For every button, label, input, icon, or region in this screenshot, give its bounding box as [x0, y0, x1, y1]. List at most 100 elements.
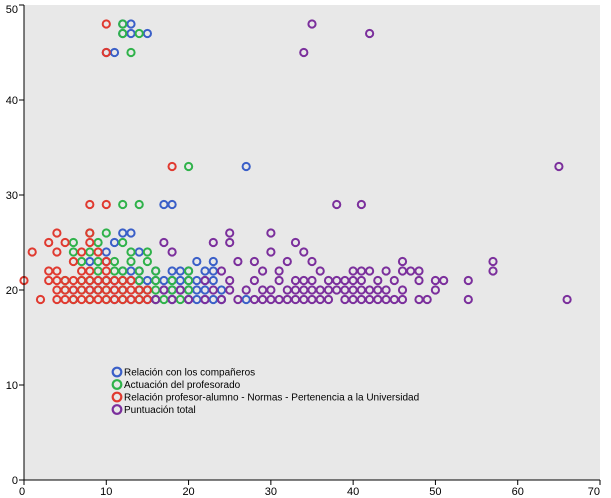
data-point [167, 275, 177, 286]
data-point [85, 294, 95, 305]
data-point [422, 294, 432, 305]
data-point [208, 256, 218, 267]
data-point [101, 266, 111, 276]
data-point [134, 28, 144, 39]
data-point [225, 228, 235, 238]
data-point [68, 237, 79, 248]
data-point [159, 285, 169, 295]
data-point [340, 294, 350, 305]
data-point [77, 294, 87, 305]
x-tick-label: 10 [100, 486, 112, 498]
data-point [134, 266, 144, 276]
data-point [85, 266, 95, 276]
data-point [118, 275, 128, 286]
data-point [233, 294, 243, 305]
data-point [282, 256, 292, 267]
data-point [299, 247, 309, 257]
data-point [142, 285, 152, 295]
data-point [101, 256, 111, 267]
data-points [19, 19, 572, 305]
y-tick-label: 10 [6, 380, 18, 392]
data-point [52, 266, 62, 276]
data-point [27, 247, 37, 257]
data-point [266, 294, 276, 305]
data-point [373, 275, 383, 286]
data-point [290, 294, 301, 305]
data-point [307, 256, 317, 267]
data-point [258, 266, 268, 276]
data-point [151, 275, 161, 286]
data-point [101, 19, 111, 29]
data-point [414, 275, 424, 286]
data-point [167, 266, 177, 276]
data-point [258, 294, 268, 305]
data-point [414, 266, 424, 276]
series-4 [151, 19, 572, 305]
data-point [266, 247, 276, 257]
data-point [241, 294, 251, 305]
x-tick-label: 30 [265, 486, 277, 498]
data-point [249, 275, 259, 286]
y-tick-label: 50 [6, 4, 18, 16]
data-point [208, 285, 218, 295]
data-point [389, 294, 399, 305]
data-point [315, 266, 325, 276]
data-point [274, 275, 284, 286]
data-point [93, 266, 103, 276]
data-point [118, 237, 128, 248]
data-point [192, 256, 202, 267]
data-point [101, 47, 111, 58]
data-point [85, 228, 95, 238]
data-point [299, 275, 309, 286]
legend-marker [111, 366, 123, 378]
data-point [323, 275, 334, 286]
data-point [463, 275, 473, 286]
data-point [142, 247, 152, 257]
data-point [151, 266, 161, 276]
data-point [93, 247, 103, 257]
data-point [381, 285, 391, 295]
data-point [184, 161, 194, 172]
data-point [85, 237, 95, 248]
data-point [463, 294, 473, 305]
data-point [85, 275, 95, 286]
legend-marker [111, 391, 123, 403]
data-point [126, 275, 136, 286]
data-point [126, 247, 136, 257]
data-point [167, 199, 177, 210]
data-point [60, 294, 70, 305]
data-point [397, 256, 408, 267]
data-point [249, 294, 259, 305]
data-point [142, 256, 152, 267]
legend-marker [111, 379, 123, 390]
data-point [554, 161, 564, 172]
series-3 [19, 19, 177, 305]
data-point [348, 285, 358, 295]
data-point [307, 294, 317, 305]
data-point [299, 294, 309, 305]
y-tick-label: 0 [12, 475, 18, 487]
x-tick-label: 70 [588, 486, 600, 498]
data-point [323, 285, 334, 295]
data-point [118, 19, 128, 29]
data-point [373, 285, 383, 295]
axes: 0 10 20 30 40 50 60 70 0 10 20 30 40 50 [6, 4, 601, 498]
data-point [126, 256, 136, 267]
data-point [430, 275, 440, 286]
data-point [225, 285, 235, 295]
legend-marker [111, 404, 123, 415]
data-point [118, 28, 128, 39]
data-point [332, 199, 342, 210]
data-point [216, 266, 227, 276]
data-point [35, 294, 46, 305]
data-point [340, 285, 350, 295]
data-point [118, 294, 128, 305]
data-point [175, 285, 185, 295]
legend-label: Relación con los compañeros [124, 368, 255, 379]
data-point [488, 256, 498, 267]
data-point [68, 256, 79, 267]
data-point [60, 275, 70, 286]
data-point [356, 275, 366, 286]
data-point [134, 199, 144, 210]
